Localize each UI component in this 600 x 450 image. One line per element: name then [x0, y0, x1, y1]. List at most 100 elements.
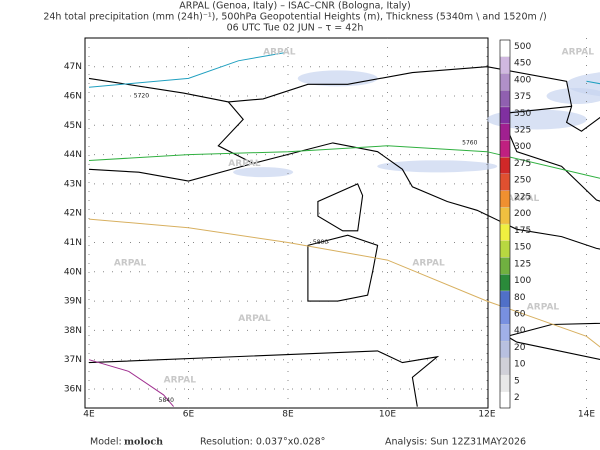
- contour-line: [88, 145, 600, 179]
- colorbar-swatch: [499, 73, 511, 91]
- colorbar-label: 275: [514, 159, 531, 169]
- colorbar-label: 125: [514, 259, 531, 269]
- lon-label: 6E: [183, 410, 195, 420]
- lat-label: 46N: [64, 92, 82, 102]
- colorbar-label: 2: [514, 393, 520, 403]
- contour-line: [88, 51, 289, 88]
- colorbar-swatch: [499, 39, 511, 57]
- colorbar-label: 400: [514, 75, 531, 85]
- precip-area: [546, 88, 600, 104]
- footer-model: moloch: [124, 437, 163, 448]
- colorbar-label: 40: [514, 326, 526, 336]
- colorbar-swatch: [499, 223, 511, 241]
- colorbar-swatch: [499, 257, 511, 275]
- precip-area: [233, 167, 294, 178]
- lat-label: 45N: [64, 121, 82, 131]
- colorbar-swatch: [499, 156, 511, 174]
- coastline: [307, 234, 379, 302]
- lat-label: 40N: [64, 267, 82, 277]
- colorbar-swatch: [499, 240, 511, 258]
- colorbar-frame: [499, 39, 511, 409]
- colorbar-swatch: [499, 190, 511, 208]
- colorbar-label: 225: [514, 192, 531, 202]
- coastline: [88, 350, 440, 407]
- colorbar-label: 375: [514, 92, 531, 102]
- colorbar-swatch: [499, 106, 511, 124]
- colorbar-label: 200: [514, 209, 531, 219]
- precip-area: [377, 160, 498, 173]
- footer-resolution: Resolution: 0.037°x0.028°: [200, 437, 325, 448]
- footer-analysis: Analysis: Sun 12Z31MAY2026: [385, 437, 526, 448]
- colorbar-label: 500: [514, 42, 531, 52]
- lon-label: 10E: [379, 410, 396, 420]
- lat-label: 43N: [64, 179, 82, 189]
- coastline: [505, 322, 600, 360]
- colorbar-swatch: [499, 56, 511, 74]
- lat-label: 39N: [64, 297, 82, 307]
- map-layer: [85, 38, 600, 408]
- lat-label: 44N: [64, 150, 82, 160]
- watermark: ARPAL: [238, 314, 271, 324]
- watermark: ARPAL: [263, 48, 296, 58]
- colorbar-label: 350: [514, 109, 531, 119]
- watermark: ARPAL: [562, 48, 595, 58]
- lon-label: 14E: [578, 410, 595, 420]
- contour-label: 5720: [134, 93, 149, 100]
- lat-label: 47N: [64, 62, 82, 72]
- lat-label: 42N: [64, 209, 82, 219]
- colorbar-label: 80: [514, 293, 526, 303]
- lon-label: 12E: [478, 410, 495, 420]
- contour-label: 5800: [313, 239, 328, 246]
- colorbar-swatch: [499, 140, 511, 158]
- colorbar-swatch: [499, 123, 511, 141]
- lat-label: 41N: [64, 238, 82, 248]
- footer-model-label: Model:: [90, 437, 122, 448]
- contour-label: 5840: [159, 397, 174, 404]
- map-frame: [84, 37, 489, 409]
- precip-area: [486, 109, 587, 130]
- lat-label: 38N: [64, 326, 82, 336]
- header-line: 06 UTC Tue 02 JUN – τ = 42h: [227, 23, 364, 34]
- colorbar-label: 60: [514, 310, 526, 320]
- colorbar-swatch: [499, 274, 511, 292]
- colorbar-swatch: [499, 307, 511, 325]
- colorbar-label: 100: [514, 276, 531, 286]
- contour-label: 5760: [462, 139, 477, 146]
- colorbar-label: 450: [514, 59, 531, 69]
- lon-label: 8E: [282, 410, 294, 420]
- colorbar-swatch: [499, 357, 511, 375]
- lat-label: 37N: [64, 355, 82, 365]
- lat-label: 36N: [64, 385, 82, 395]
- coastline: [88, 77, 254, 164]
- colorbar-label: 10: [514, 360, 526, 370]
- watermark: ARPAL: [507, 194, 540, 204]
- colorbar-swatch: [499, 340, 511, 358]
- header-line: ARPAL (Genoa, Italy) – ISAC–CNR (Bologna…: [179, 1, 411, 12]
- colorbar-label: 300: [514, 142, 531, 152]
- colorbar-swatch: [499, 391, 511, 409]
- colorbar-label: 175: [514, 226, 531, 236]
- coastline: [317, 183, 364, 232]
- colorbar-swatch: [499, 374, 511, 392]
- colorbar-swatch: [499, 90, 511, 108]
- coastline: [228, 66, 573, 107]
- header-line: 24h total precipitation (mm (24h)⁻¹), 50…: [43, 12, 546, 23]
- colorbar-swatch: [499, 207, 511, 225]
- colorbar-swatch: [499, 324, 511, 342]
- colorbar-label: 150: [514, 243, 531, 253]
- watermark: ARPAL: [527, 302, 560, 312]
- lon-label: 4E: [83, 410, 95, 420]
- watermark: ARPAL: [114, 259, 147, 269]
- watermark: ARPAL: [228, 159, 261, 169]
- contour-line: [88, 359, 174, 407]
- watermark: ARPAL: [164, 376, 197, 386]
- watermark: ARPAL: [412, 259, 445, 269]
- colorbar-swatch: [499, 173, 511, 191]
- contour-line: [88, 218, 600, 348]
- coastline: [88, 105, 600, 250]
- colorbar-label: 250: [514, 176, 531, 186]
- colorbar-label: 5: [514, 376, 520, 386]
- colorbar-label: 20: [514, 343, 526, 353]
